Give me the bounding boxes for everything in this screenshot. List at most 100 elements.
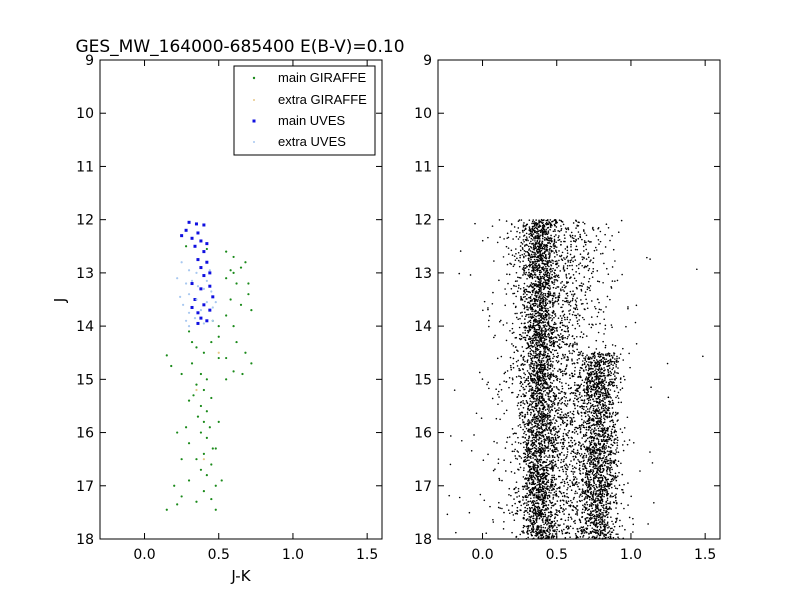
right-data-point: [587, 470, 590, 472]
right-data-point: [542, 360, 545, 362]
right-data-point: [610, 450, 613, 452]
right-data-point: [543, 225, 545, 228]
right-data-point: [592, 229, 595, 231]
right-data-point: [546, 267, 549, 270]
right-data-point: [574, 426, 577, 429]
right-data-point: [557, 370, 559, 372]
right-data-point: [595, 474, 598, 476]
right-data-point: [553, 535, 556, 538]
right-data-point: [541, 234, 544, 236]
right-data-point: [516, 230, 518, 233]
right-data-point: [601, 430, 603, 433]
right-data-point: [525, 255, 527, 257]
right-data-point: [609, 360, 612, 363]
right-data-point: [586, 474, 589, 476]
right-data-point: [601, 490, 604, 493]
right-data-point: [540, 514, 543, 516]
right-data-point: [572, 349, 574, 352]
right-data-point: [616, 512, 619, 515]
right-data-point: [531, 341, 534, 343]
left-data-point: [247, 293, 250, 296]
right-data-point: [536, 342, 539, 344]
right-data-point: [602, 361, 605, 364]
right-data-point: [532, 457, 534, 459]
right-data-point: [543, 296, 546, 299]
right-data-point: [546, 435, 548, 438]
right-data-point: [550, 234, 552, 237]
right-data-point: [557, 274, 560, 277]
right-data-point: [590, 433, 593, 435]
right-data-point: [606, 442, 608, 444]
right-data-point: [615, 517, 617, 520]
right-data-point: [579, 536, 582, 538]
right-data-point: [595, 529, 597, 532]
right-data-point: [614, 459, 617, 461]
right-data-point: [621, 444, 624, 446]
right-data-point: [621, 488, 623, 491]
right-data-point: [528, 336, 531, 338]
right-data-point: [543, 276, 546, 279]
right-data-point: [603, 388, 606, 390]
right-data-point: [526, 413, 529, 415]
right-data-point: [570, 452, 572, 455]
right-data-point: [602, 467, 604, 470]
right-data-point: [610, 453, 612, 456]
right-data-point: [539, 243, 542, 246]
right-data-point: [589, 455, 591, 458]
right-data-point: [536, 305, 539, 307]
right-data-point: [546, 262, 548, 264]
right-data-point: [628, 439, 631, 441]
right-data-point: [587, 460, 589, 462]
right-data-point: [536, 479, 539, 481]
right-data-point: [524, 225, 526, 227]
right-data-point: [561, 319, 563, 322]
right-data-point: [533, 223, 536, 225]
right-data-point: [549, 462, 552, 464]
right-data-point: [600, 508, 602, 511]
right-data-point: [591, 428, 593, 431]
right-data-point: [594, 375, 596, 378]
right-data-point: [601, 434, 604, 436]
right-data-point: [534, 312, 537, 315]
right-data-point: [589, 381, 592, 383]
right-data-point: [530, 490, 533, 493]
right-data-point: [533, 330, 535, 333]
left-data-point: [182, 303, 185, 306]
right-data-point: [560, 282, 562, 284]
right-data-point: [605, 223, 608, 226]
right-data-point: [602, 425, 605, 427]
right-data-point: [557, 239, 560, 242]
right-data-point: [543, 256, 546, 259]
right-data-point: [519, 382, 522, 385]
right-data-point: [610, 354, 613, 357]
right-data-point: [610, 466, 613, 469]
right-data-point: [508, 494, 510, 496]
right-data-point: [558, 276, 560, 279]
right-data-point: [613, 485, 616, 487]
right-data-point: [586, 509, 589, 512]
right-data-point: [604, 526, 607, 528]
right-data-point: [597, 363, 599, 366]
right-data-point: [624, 528, 626, 531]
right-data-point: [605, 507, 608, 510]
right-data-point: [601, 500, 604, 503]
right-data-point: [544, 466, 547, 468]
right-data-point: [608, 462, 610, 465]
right-data-point: [542, 390, 545, 393]
right-data-point: [548, 265, 550, 268]
right-data-point: [532, 521, 535, 524]
right-data-point: [585, 241, 587, 244]
right-data-point: [599, 453, 602, 455]
right-data-point: [560, 466, 562, 468]
right-data-point: [565, 473, 567, 475]
left-x-axis-label: J-K: [230, 567, 251, 585]
right-data-point: [533, 446, 536, 449]
right-data-point: [536, 481, 539, 483]
right-data-point: [611, 520, 613, 523]
right-data-point: [576, 427, 579, 430]
right-data-point: [591, 361, 593, 364]
right-data-point: [534, 339, 536, 342]
right-data-point: [531, 293, 533, 296]
right-data-point: [599, 369, 602, 371]
